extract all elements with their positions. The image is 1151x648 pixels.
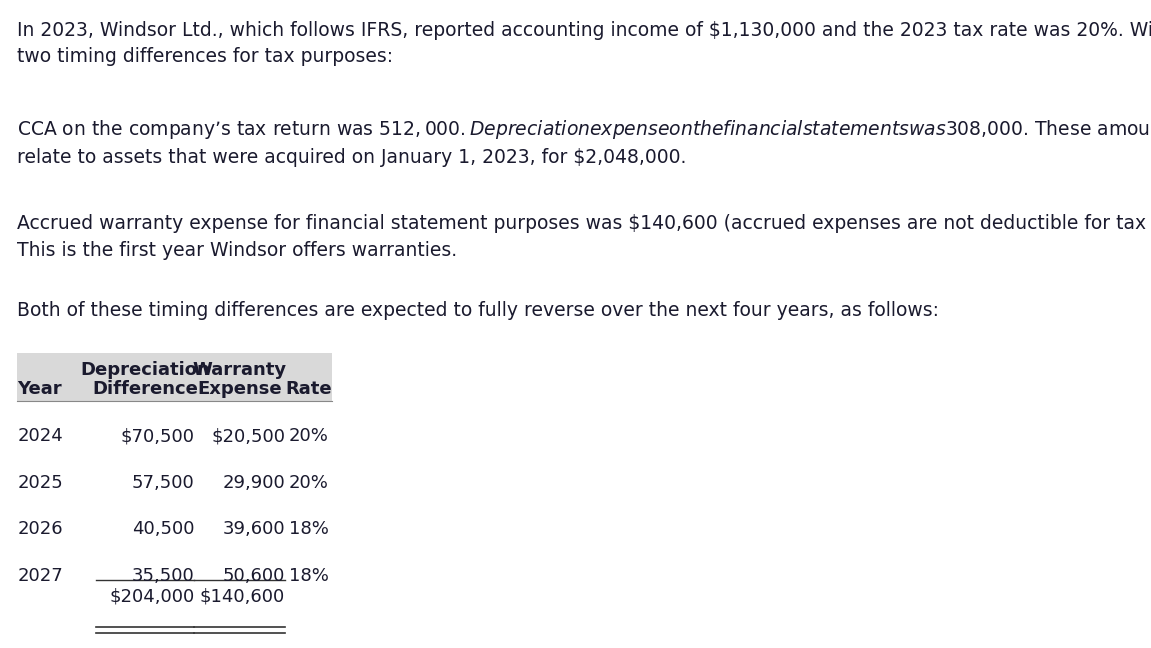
Text: Accrued warranty expense for financial statement purposes was $140,600 (accrued : Accrued warranty expense for financial s… [17,214,1151,260]
Text: 29,900: 29,900 [222,474,285,492]
Text: 2027: 2027 [17,566,63,584]
Text: Warranty: Warranty [192,361,287,379]
Text: Year: Year [17,380,62,398]
Text: 18%: 18% [289,520,329,538]
Text: CCA on the company’s tax return was $512,000. Depreciation expense on the financ: CCA on the company’s tax return was $512… [17,117,1151,167]
Text: $204,000: $204,000 [109,588,195,605]
Text: Rate: Rate [285,380,331,398]
Text: Both of these timing differences are expected to fully reverse over the next fou: Both of these timing differences are exp… [17,301,939,320]
Text: 2024: 2024 [17,427,63,445]
Text: 39,600: 39,600 [222,520,285,538]
Text: Depreciation: Depreciation [81,361,211,379]
Text: Difference: Difference [92,380,198,398]
Text: $20,500: $20,500 [211,427,285,445]
Text: 40,500: 40,500 [132,520,195,538]
Text: 57,500: 57,500 [131,474,195,492]
Text: $70,500: $70,500 [121,427,195,445]
Text: 50,600: 50,600 [222,566,285,584]
Text: 20%: 20% [289,474,329,492]
Text: Expense: Expense [198,380,282,398]
FancyBboxPatch shape [17,353,333,401]
Text: 18%: 18% [289,566,329,584]
Text: 2026: 2026 [17,520,63,538]
Text: 20%: 20% [289,427,329,445]
Text: 2025: 2025 [17,474,63,492]
Text: In 2023, Windsor Ltd., which follows IFRS, reported accounting income of $1,130,: In 2023, Windsor Ltd., which follows IFR… [17,21,1151,66]
Text: 35,500: 35,500 [131,566,195,584]
Text: $140,600: $140,600 [200,588,285,605]
